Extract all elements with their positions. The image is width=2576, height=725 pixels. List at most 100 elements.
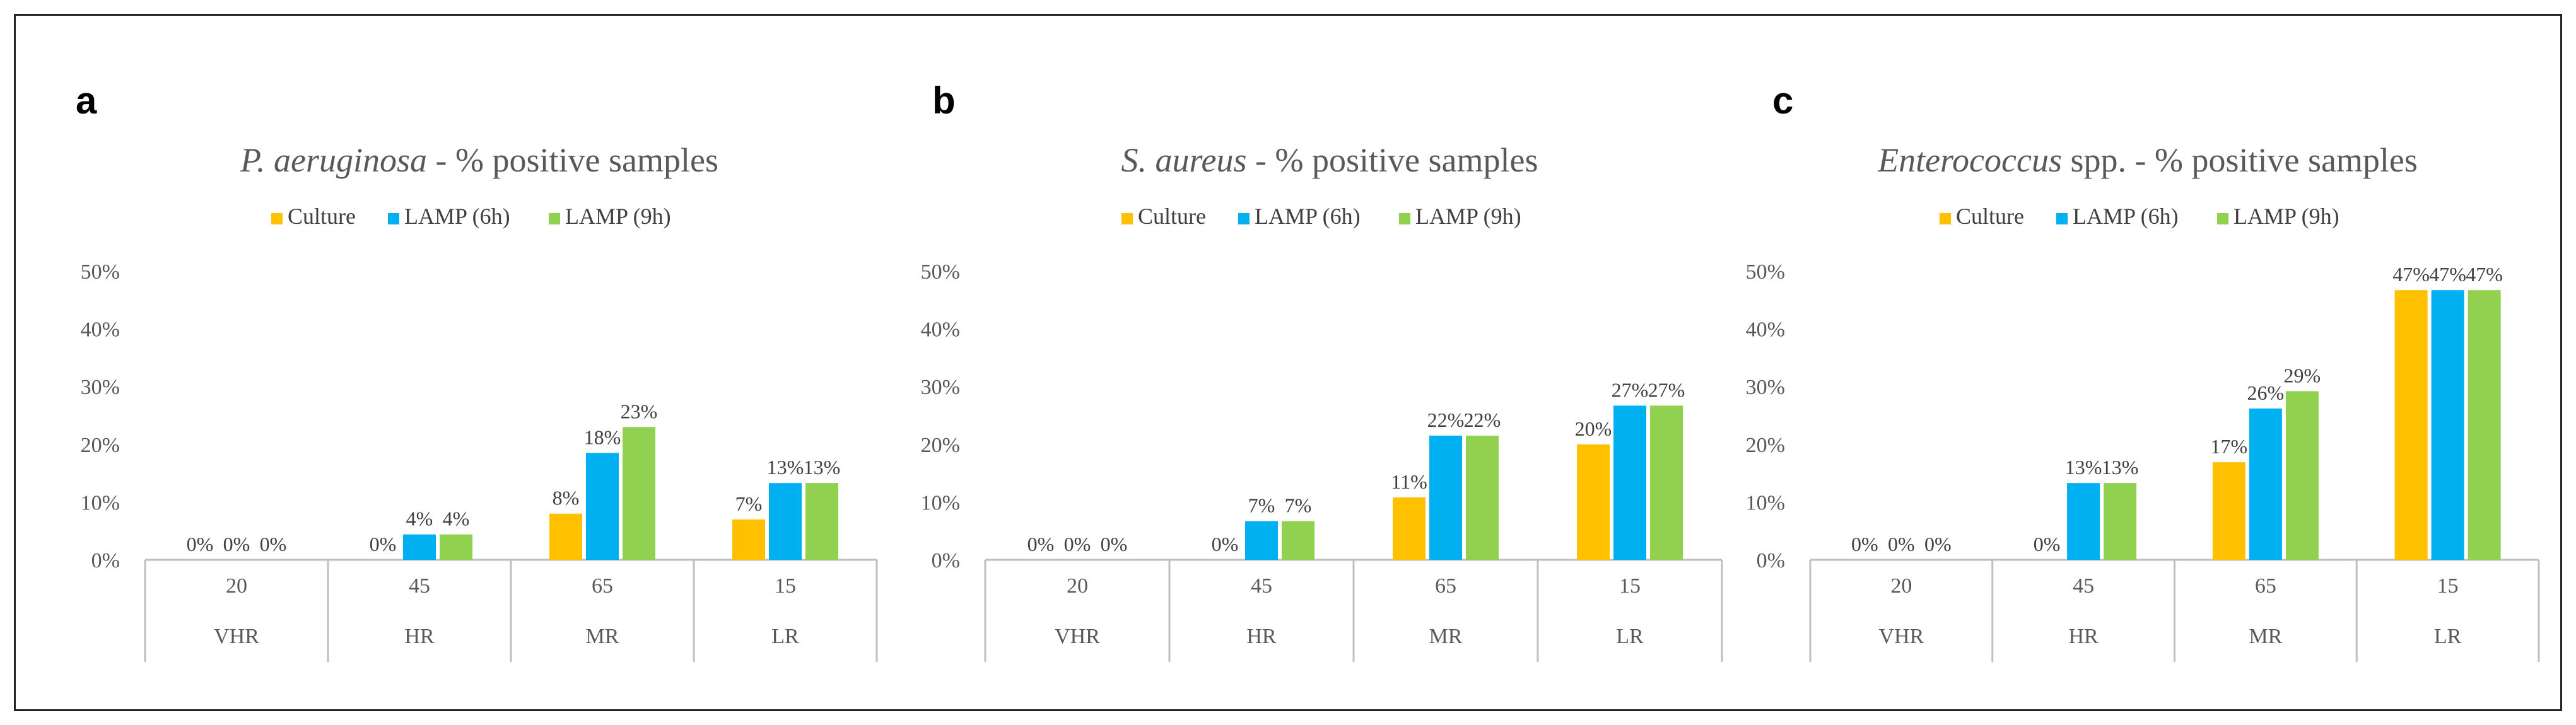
series-lamp-6h-: 0% 7% 22% 27% — [1064, 378, 1649, 560]
data-label: 47% — [2429, 263, 2466, 286]
y-tick-label: 30% — [81, 376, 120, 399]
data-label: 47% — [2466, 263, 2503, 286]
category-count: 15 — [775, 574, 796, 598]
category-label: LR — [1616, 625, 1644, 648]
bar — [549, 513, 582, 560]
category-count: 65 — [592, 574, 613, 598]
bar — [769, 483, 802, 560]
data-label: 0% — [1924, 533, 1952, 555]
legend-label: LAMP (9h) — [565, 204, 671, 229]
category-label: HR — [404, 625, 435, 648]
chart-title-organism: P. aeruginosa — [240, 141, 427, 179]
legend-swatch — [2217, 213, 2228, 224]
category-label: VHR — [1878, 625, 1924, 648]
series-lamp-6h-: 0% 13% 26% 47% — [1888, 263, 2466, 560]
legend-swatch — [1940, 213, 1951, 224]
data-label: 4% — [406, 508, 433, 530]
bar — [623, 427, 655, 560]
data-label: 7% — [735, 492, 763, 515]
y-tick-label: 0% — [1757, 549, 1785, 572]
bar — [1245, 521, 1278, 560]
data-label: 13% — [767, 456, 804, 478]
data-label: 8% — [553, 487, 580, 509]
bar — [2067, 483, 2100, 560]
category-count: 15 — [2437, 574, 2459, 598]
bar — [1613, 405, 1646, 560]
category-axis: 20 VHR 45 HR 65 MR 15 LR — [144, 559, 878, 662]
y-tick-label: 0% — [932, 549, 960, 572]
data-label: 13% — [2065, 456, 2102, 478]
chart-panel-a: a P. aeruginosa - % positive samples Cultu… — [76, 79, 878, 662]
data-label: 20% — [1575, 417, 1612, 440]
chart-title-organism: Enterococcus — [1877, 141, 2062, 179]
y-tick-label: 20% — [81, 434, 120, 457]
data-label: 0% — [1851, 533, 1878, 555]
bar — [403, 534, 436, 560]
category-label: VHR — [214, 625, 259, 648]
series-culture: 0% 0% 17% 47% — [1851, 263, 2430, 560]
bar — [1650, 405, 1683, 560]
bar — [586, 453, 619, 560]
y-axis: 0% 10% 20% 30% 40% 50% — [1746, 260, 1785, 572]
legend-swatch — [549, 213, 560, 224]
y-tick-label: 0% — [91, 549, 120, 572]
bar — [1393, 497, 1426, 560]
legend-swatch — [2056, 213, 2068, 224]
legend-swatch — [388, 213, 399, 224]
chart-title-rest: - % positive samples — [1247, 141, 1538, 179]
y-tick-label: 40% — [1746, 318, 1785, 342]
bar — [2104, 483, 2137, 560]
y-axis: 0% 10% 20% 30% 40% 50% — [921, 260, 960, 572]
data-label: 22% — [1427, 409, 1465, 431]
chart-title: Enterococcus spp. - % positive samples — [1877, 141, 2418, 179]
panel-letter: a — [76, 79, 97, 122]
series-culture: 0% 0% 8% 7% — [187, 487, 765, 560]
bar — [1282, 521, 1314, 560]
data-label: 7% — [1285, 494, 1312, 517]
data-label: 29% — [2284, 364, 2321, 387]
panel-letter: b — [932, 79, 956, 122]
legend-label: LAMP (6h) — [404, 204, 510, 229]
bar — [2249, 409, 2282, 560]
legend-swatch — [1121, 213, 1133, 224]
category-count: 20 — [1067, 574, 1088, 598]
legend-swatch — [1399, 213, 1410, 224]
chart-title-rest: spp. - % positive samples — [2062, 141, 2418, 179]
data-label: 7% — [1248, 494, 1275, 517]
category-axis: 20 VHR 45 HR 65 MR 15 LR — [1809, 559, 2540, 662]
y-tick-label: 40% — [81, 318, 120, 342]
data-label: 0% — [1064, 533, 1091, 555]
legend: Culture LAMP (6h) LAMP (9h) — [271, 204, 671, 229]
legend-label: Culture — [1956, 204, 2024, 229]
bar — [732, 519, 765, 560]
y-tick-label: 40% — [921, 318, 960, 342]
data-label: 0% — [223, 533, 250, 555]
data-label: 0% — [1027, 533, 1055, 555]
legend: Culture LAMP (6h) LAMP (9h) — [1121, 204, 1521, 229]
figure-frame — [14, 14, 2562, 711]
bar — [1466, 436, 1499, 560]
category-count: 15 — [1619, 574, 1641, 598]
data-label: 0% — [1212, 533, 1239, 555]
chart-title: S. aureus - % positive samples — [1121, 141, 1538, 179]
y-tick-label: 30% — [921, 376, 960, 399]
y-tick-label: 20% — [1746, 434, 1785, 457]
series-lamp-6h-: 0% 4% 18% 13% — [223, 426, 804, 560]
bar — [1429, 436, 1462, 560]
y-tick-label: 20% — [921, 434, 960, 457]
data-label: 27% — [1612, 378, 1649, 401]
legend: Culture LAMP (6h) LAMP (9h) — [1940, 204, 2339, 229]
category-label: MR — [1429, 625, 1463, 648]
chart-title-rest: - % positive samples — [427, 141, 718, 179]
chart-panel-c: c Enterococcus spp. - % positive samples C… — [1746, 79, 2540, 662]
y-tick-label: 10% — [81, 491, 120, 514]
y-tick-label: 50% — [921, 260, 960, 284]
data-label: 0% — [1101, 533, 1128, 555]
data-label: 26% — [2247, 381, 2285, 404]
panel-letter: c — [1772, 79, 1793, 122]
data-label: 13% — [2102, 456, 2139, 478]
legend-swatch — [1238, 213, 1250, 224]
category-count: 45 — [409, 574, 430, 598]
legend-label: LAMP (9h) — [2234, 204, 2339, 229]
series-lamp-9h-: 0% 13% 29% 47% — [1924, 263, 2503, 560]
